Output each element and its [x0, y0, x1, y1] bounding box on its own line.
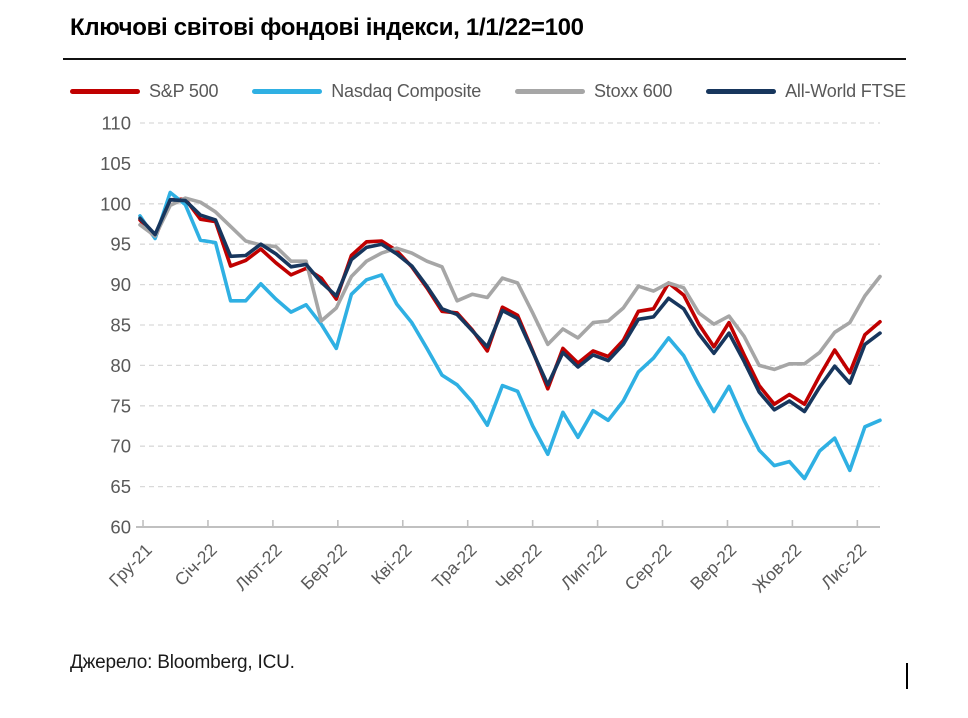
y-axis-tick-label: 105 — [100, 153, 131, 174]
legend-item-nasdaq-composite: Nasdaq Composite — [252, 81, 481, 102]
y-axis-tick-label: 85 — [110, 315, 131, 336]
y-axis-tick-label: 65 — [110, 476, 131, 497]
x-axis-tick-label: Бер-22 — [297, 540, 351, 594]
chart-title: Ключові світові фондові індекси, 1/1/22=… — [70, 14, 584, 41]
x-axis-tick-label: Лис-22 — [817, 540, 870, 593]
x-axis-tick-label: Чер-22 — [491, 540, 545, 594]
y-axis-tick-label: 80 — [110, 355, 131, 376]
x-axis-tick-label: Лют-22 — [231, 540, 286, 595]
x-axis-tick-label: Вер-22 — [686, 540, 740, 594]
legend-line-swatch — [70, 89, 140, 94]
y-axis-tick-label: 75 — [110, 395, 131, 416]
legend-label: Nasdaq Composite — [331, 81, 482, 101]
series-line-nasdaq-composite — [138, 190, 882, 481]
x-axis-tick-label: Тра-22 — [428, 540, 481, 593]
x-axis-tick-label: Гру-21 — [105, 540, 156, 591]
y-axis-tick-label: 95 — [110, 234, 131, 255]
legend-label: S&P 500 — [149, 81, 219, 101]
series-line-s-p-500 — [138, 197, 882, 407]
title-underline — [63, 58, 906, 60]
legend-label: Stoxx 600 — [593, 81, 673, 101]
legend-line-swatch — [706, 89, 777, 94]
x-axis-tick-label: Кві-22 — [367, 540, 416, 589]
legend-item-all-world-ftse: All-World FTSE — [706, 81, 906, 102]
x-axis-tick-label: Лип-22 — [557, 540, 611, 594]
legend-item-s-p-500: S&P 500 — [70, 81, 219, 102]
series-line-stoxx-600 — [138, 196, 882, 372]
legend-line-swatch — [514, 89, 585, 94]
cursor-mark — [906, 663, 908, 689]
x-axis-tick-label: Січ-22 — [171, 540, 221, 590]
chart-legend: S&P 500 Nasdaq Composite Stoxx 600 All-Worl… — [70, 81, 906, 102]
x-axis-tick-label: Жов-22 — [748, 540, 805, 597]
legend-label: All-World FTSE — [785, 81, 906, 101]
legend-line-swatch — [252, 89, 323, 94]
y-axis-tick-label: 60 — [110, 517, 131, 538]
y-axis-tick-label: 100 — [100, 193, 131, 214]
x-axis-tick-label: Сер-22 — [621, 540, 676, 595]
source-note: Джерело: Bloomberg, ICU. — [70, 652, 295, 673]
series-line-all-world-ftse — [138, 198, 882, 414]
y-axis-tick-label: 110 — [102, 113, 132, 134]
y-axis-tick-label: 70 — [110, 436, 131, 457]
y-axis-tick-label: 90 — [110, 274, 131, 295]
legend-item-stoxx-600: Stoxx 600 — [514, 81, 673, 102]
